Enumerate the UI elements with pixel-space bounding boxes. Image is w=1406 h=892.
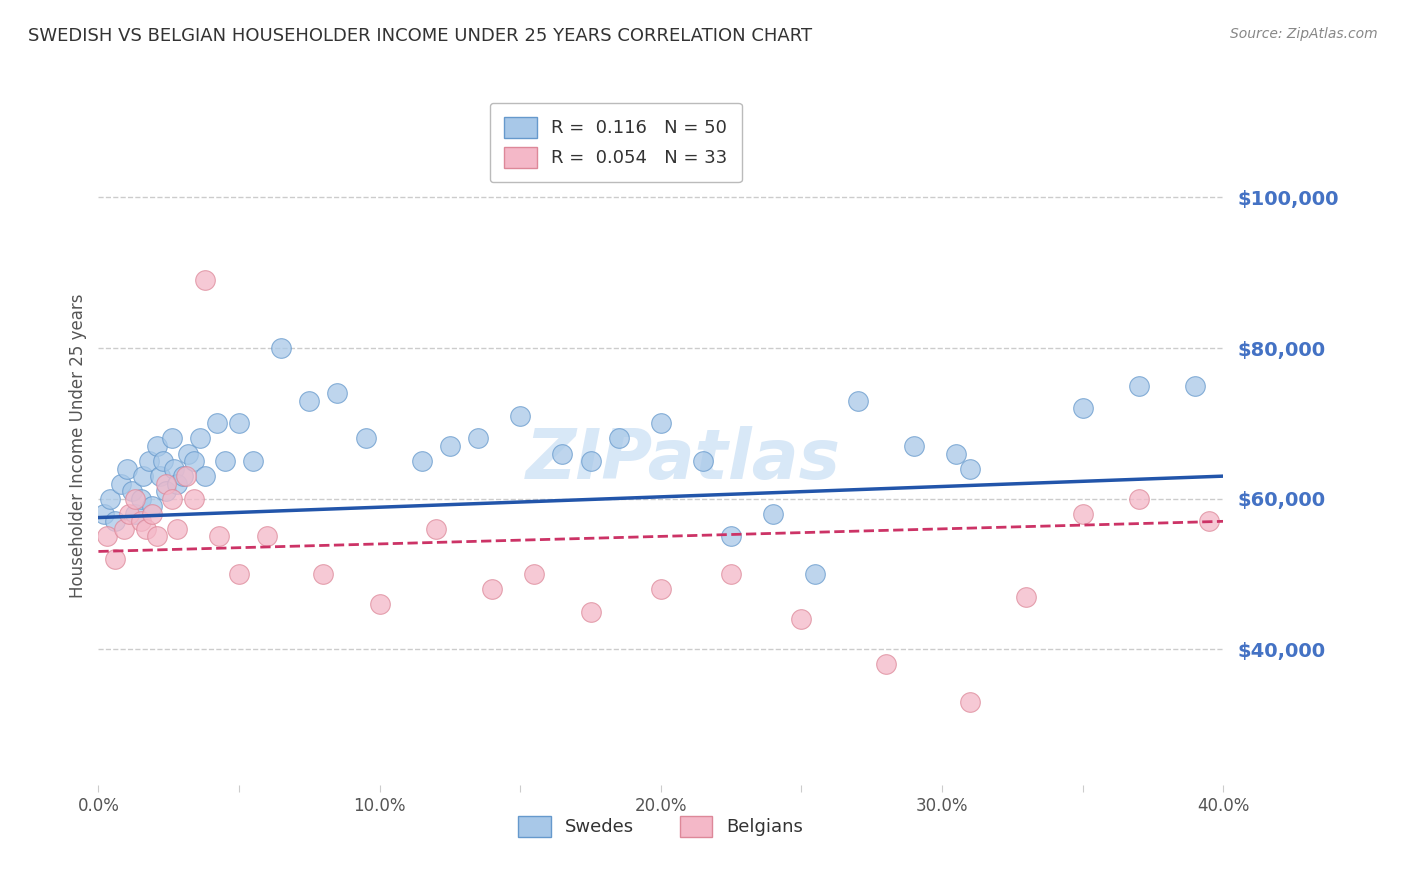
Point	[1198, 514, 1220, 528]
Point	[326, 386, 349, 401]
Point	[152, 454, 174, 468]
Point	[720, 567, 742, 582]
Text: Source: ZipAtlas.com: Source: ZipAtlas.com	[1230, 27, 1378, 41]
Point	[720, 529, 742, 543]
Point	[118, 507, 141, 521]
Point	[298, 393, 321, 408]
Point	[481, 582, 503, 596]
Point	[959, 461, 981, 475]
Point	[146, 439, 169, 453]
Point	[846, 393, 869, 408]
Point	[155, 484, 177, 499]
Point	[762, 507, 785, 521]
Point	[467, 432, 489, 446]
Point	[579, 454, 602, 468]
Point	[104, 552, 127, 566]
Point	[509, 409, 531, 423]
Point	[160, 432, 183, 446]
Point	[551, 446, 574, 460]
Point	[650, 417, 672, 431]
Point	[149, 469, 172, 483]
Point	[98, 491, 121, 506]
Point	[166, 476, 188, 491]
Point	[228, 417, 250, 431]
Point	[579, 605, 602, 619]
Point	[129, 491, 152, 506]
Point	[183, 454, 205, 468]
Legend: Swedes, Belgians: Swedes, Belgians	[512, 808, 810, 844]
Point	[1071, 507, 1094, 521]
Point	[188, 432, 211, 446]
Point	[804, 567, 827, 582]
Point	[228, 567, 250, 582]
Point	[160, 491, 183, 506]
Point	[93, 507, 115, 521]
Point	[112, 522, 135, 536]
Point	[1128, 491, 1150, 506]
Point	[141, 507, 163, 521]
Point	[790, 612, 813, 626]
Point	[1015, 590, 1038, 604]
Point	[166, 522, 188, 536]
Point	[523, 567, 546, 582]
Point	[129, 514, 152, 528]
Text: ZIPatlas: ZIPatlas	[526, 426, 841, 493]
Point	[155, 476, 177, 491]
Point	[903, 439, 925, 453]
Point	[174, 469, 197, 483]
Point	[242, 454, 264, 468]
Point	[138, 454, 160, 468]
Point	[163, 461, 186, 475]
Point	[104, 514, 127, 528]
Point	[692, 454, 714, 468]
Point	[132, 469, 155, 483]
Point	[959, 695, 981, 709]
Point	[172, 469, 194, 483]
Point	[135, 522, 157, 536]
Point	[214, 454, 236, 468]
Point	[194, 469, 217, 483]
Point	[439, 439, 461, 453]
Point	[368, 597, 391, 611]
Y-axis label: Householder Income Under 25 years: Householder Income Under 25 years	[69, 293, 87, 599]
Point	[256, 529, 278, 543]
Point	[205, 417, 228, 431]
Point	[875, 657, 897, 672]
Point	[1071, 401, 1094, 416]
Point	[141, 500, 163, 514]
Point	[312, 567, 335, 582]
Point	[110, 476, 132, 491]
Point	[194, 273, 217, 287]
Point	[1128, 378, 1150, 392]
Point	[650, 582, 672, 596]
Point	[124, 491, 146, 506]
Point	[121, 484, 143, 499]
Point	[354, 432, 377, 446]
Point	[124, 507, 146, 521]
Point	[425, 522, 447, 536]
Point	[96, 529, 118, 543]
Point	[183, 491, 205, 506]
Text: SWEDISH VS BELGIAN HOUSEHOLDER INCOME UNDER 25 YEARS CORRELATION CHART: SWEDISH VS BELGIAN HOUSEHOLDER INCOME UN…	[28, 27, 813, 45]
Point	[607, 432, 630, 446]
Point	[270, 341, 292, 355]
Point	[177, 446, 200, 460]
Point	[411, 454, 433, 468]
Point	[945, 446, 967, 460]
Point	[115, 461, 138, 475]
Point	[146, 529, 169, 543]
Point	[1184, 378, 1206, 392]
Point	[208, 529, 231, 543]
